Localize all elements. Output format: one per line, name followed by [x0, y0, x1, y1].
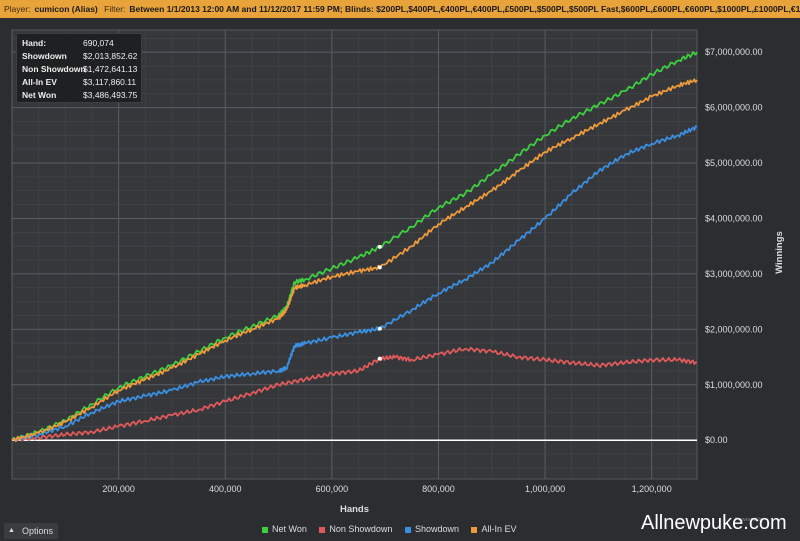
legend-label: Showdown	[414, 524, 459, 534]
summary-row-hand: Hand: 690,074	[22, 37, 136, 50]
summary-row-net-won: Net Won $3,486,493.75	[22, 89, 138, 102]
series-line-showdown	[11, 125, 698, 443]
legend-item-all-in-ev[interactable]: All-In EV	[471, 521, 517, 537]
summary-label: Showdown	[22, 51, 67, 61]
x-tick-label: 1,000,000	[525, 484, 565, 494]
summary-value: $1,472,641.13	[83, 64, 138, 74]
y-tick-label: $3,000,000.00	[705, 269, 763, 279]
y-tick-label: $4,000,000.00	[705, 213, 763, 223]
summary-label: Hand:	[22, 38, 47, 48]
plot-area	[11, 29, 698, 480]
player-value: cumicon (Alias)	[34, 4, 98, 14]
summary-panel: Hand: 690,074 Showdown $2,013,852.62 Non S…	[16, 33, 142, 103]
bottom-bar	[0, 521, 800, 541]
hover-marker	[377, 265, 382, 270]
summary-label: Non Showdown	[22, 64, 86, 74]
legend-item-non-showdown[interactable]: Non Showdown	[319, 521, 392, 537]
legend-item-showdown[interactable]: Showdown	[404, 521, 459, 537]
chart-legend: Net Won Non Showdown Showdown All-In EV	[262, 521, 527, 537]
summary-row-non-showdown: Non Showdown $1,472,641.13	[22, 63, 138, 76]
filter-value: Between 1/1/2013 12:00 AM and 11/12/2017…	[129, 4, 800, 14]
summary-value: 690,074	[83, 38, 114, 48]
series-line-all-in-ev	[11, 78, 698, 442]
summary-label: Net Won	[22, 90, 57, 100]
x-tick-label: 1,200,000	[632, 484, 672, 494]
legend-label: Non Showdown	[329, 524, 393, 534]
player-label: Player:	[4, 4, 31, 14]
x-tick-label: 200,000	[102, 484, 135, 494]
summary-row-all-in-ev: All-In EV $3,117,860.11	[22, 76, 136, 89]
filter-label: Filter:	[104, 4, 126, 14]
legend-label: All-In EV	[481, 524, 517, 534]
legend-swatch	[471, 526, 478, 533]
y-tick-label: $5,000,000.00	[705, 158, 763, 168]
summary-row-showdown: Showdown $2,013,852.62	[22, 50, 138, 63]
legend-swatch	[319, 526, 326, 533]
chevron-up-icon: ▲	[8, 527, 15, 534]
y-tick-label: $1,000,000.00	[705, 380, 763, 390]
y-tick-label: $7,000,000.00	[705, 47, 763, 57]
y-axis-label: Winnings	[774, 231, 785, 274]
legend-label: Net Won	[272, 524, 307, 534]
x-axis-label: Hands	[340, 504, 369, 515]
winnings-chart: 200,000 400,000 600,000 800,000 1,000,000 1,2…	[11, 29, 785, 515]
powered-by-text: Powered by	[735, 517, 765, 523]
summary-value: $3,486,493.75	[83, 90, 138, 100]
series-line-non-showdown	[11, 346, 698, 443]
y-tick-label: $2,000,000.00	[705, 324, 763, 334]
legend-swatch	[404, 526, 411, 533]
hover-marker	[377, 356, 382, 361]
options-button[interactable]: ▲ Options	[4, 523, 58, 539]
legend-swatch	[262, 526, 268, 533]
legend-item-net-won[interactable]: Net Won	[262, 521, 307, 537]
summary-value: $3,117,860.11	[83, 77, 137, 87]
x-tick-label: 800,000	[422, 484, 455, 494]
hover-marker	[377, 244, 382, 249]
x-tick-label: 400,000	[209, 484, 242, 494]
watermark: Allnewpuke.com	[641, 512, 787, 534]
summary-value: $2,013,852.62	[83, 51, 138, 61]
options-label: Options	[22, 526, 54, 536]
y-tick-label: $0.00	[705, 435, 728, 445]
x-tick-label: 600,000	[316, 484, 349, 494]
y-tick-label: $6,000,000.00	[705, 103, 763, 113]
hover-marker	[377, 326, 382, 331]
filter-header-bar: Player: cumicon (Alias) Filter: Between 1/…	[0, 0, 800, 18]
summary-label: All-In EV	[22, 77, 57, 87]
